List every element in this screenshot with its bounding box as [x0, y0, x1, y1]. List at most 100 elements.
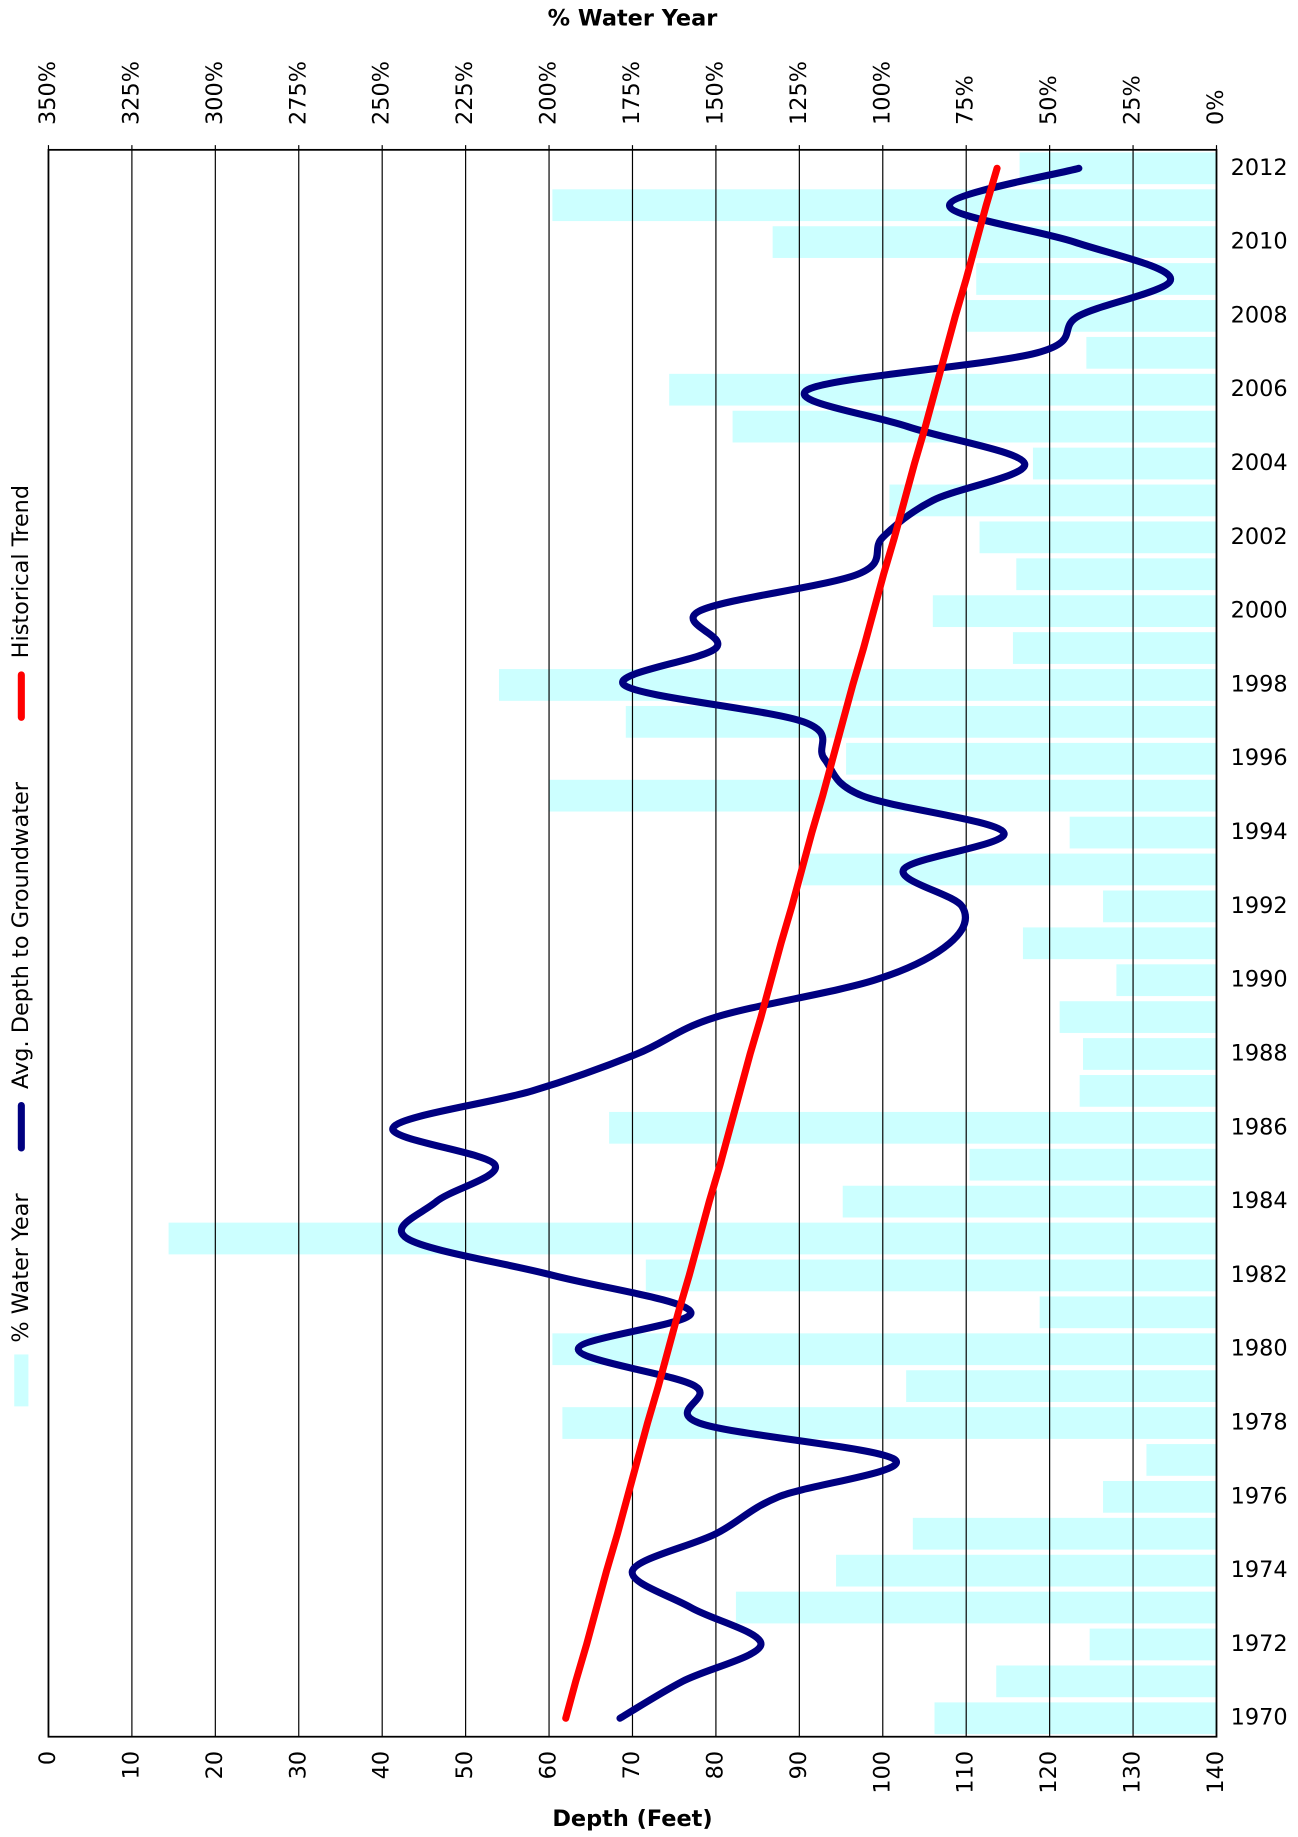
x2-tick-label: 200% — [536, 61, 562, 125]
x2-tick-label: 125% — [786, 61, 812, 125]
y-tick-label: 1998 — [1231, 671, 1288, 697]
x-tick-label: 70 — [619, 1751, 645, 1780]
x-tick-label: 100 — [869, 1751, 895, 1794]
bar — [625, 705, 1217, 738]
x2-tick-label: 225% — [452, 61, 478, 125]
x2-tick-label: 350% — [35, 61, 61, 125]
legend-swatch — [14, 1354, 29, 1407]
bar — [552, 189, 1217, 222]
line-series — [389, 164, 1175, 1722]
bar — [1019, 152, 1217, 185]
x-tick-label: 40 — [369, 1751, 395, 1780]
bar — [1083, 1038, 1217, 1070]
bar — [836, 1554, 1217, 1587]
x-tick-label: 90 — [786, 1751, 812, 1780]
x-tick-label: 50 — [452, 1751, 478, 1780]
bar — [1103, 1480, 1217, 1513]
y-tick-label: 1988 — [1231, 1040, 1288, 1066]
legend-label: Avg. Depth to Groundwater — [8, 781, 34, 1089]
bar — [934, 1702, 1217, 1735]
bar — [1103, 890, 1217, 923]
bar — [1116, 964, 1217, 997]
bar — [772, 226, 1217, 258]
y-tick-label: 1978 — [1231, 1410, 1288, 1436]
y-tick-label: 1984 — [1231, 1188, 1288, 1214]
bar — [1079, 1075, 1217, 1107]
x-tick-label: 120 — [1036, 1751, 1062, 1794]
bar — [932, 595, 1217, 628]
legend-label: % Water Year — [8, 1193, 34, 1343]
bar — [889, 484, 1217, 517]
x2-tick-label: 150% — [702, 61, 728, 125]
x2-tick-label: 325% — [118, 61, 144, 125]
y-tick-label: 1976 — [1231, 1483, 1288, 1509]
bar — [609, 1111, 1217, 1144]
y-tick-label: 1980 — [1231, 1336, 1288, 1362]
bar — [1012, 632, 1217, 664]
x-tick-label: 20 — [202, 1751, 228, 1780]
bar — [842, 1185, 1217, 1218]
x-tick-label: 130 — [1120, 1751, 1146, 1794]
bar — [1022, 927, 1217, 960]
x2-tick-label: 25% — [1120, 75, 1146, 125]
x2-tick-label: 250% — [369, 61, 395, 125]
bar — [846, 742, 1217, 775]
y-tick-label: 1986 — [1231, 1114, 1288, 1140]
bar — [969, 1148, 1217, 1181]
x-tick-label: 30 — [285, 1751, 311, 1780]
x-tick-label: 10 — [118, 1751, 144, 1780]
legend-label: Historical Trend — [8, 485, 34, 658]
bar — [1059, 1001, 1217, 1033]
x2-tick-label: 0% — [1203, 90, 1229, 126]
y-tick-label: 2010 — [1231, 229, 1288, 255]
y-tick-label: 1990 — [1231, 967, 1288, 993]
bar — [1089, 1628, 1217, 1661]
x2-tick-label: 50% — [1036, 75, 1062, 125]
x-tick-label: 110 — [953, 1751, 979, 1794]
bar — [979, 521, 1217, 554]
y-tick-label: 1970 — [1231, 1705, 1288, 1731]
y-tick-label: 1974 — [1231, 1557, 1288, 1583]
bar — [735, 1591, 1217, 1624]
bar — [645, 1259, 1217, 1292]
bar — [1146, 1444, 1217, 1476]
bar — [1069, 816, 1217, 849]
x-axis-title: Depth (Feet) — [552, 1806, 712, 1832]
bar — [906, 1370, 1217, 1402]
y-tick-label: 2012 — [1231, 155, 1288, 181]
bar-series — [168, 152, 1217, 1735]
x2-tick-label: 175% — [619, 61, 645, 125]
bar — [1032, 447, 1217, 480]
x-tick-label: 140 — [1203, 1751, 1229, 1794]
x2-axis-title: % Water Year — [548, 5, 718, 31]
x2-tick-label: 75% — [953, 75, 979, 125]
y-tick-label: 2006 — [1231, 376, 1288, 402]
bar — [976, 263, 1217, 295]
bar — [1086, 336, 1217, 369]
x2-tick-label: 275% — [285, 61, 311, 125]
bar — [996, 1665, 1217, 1698]
line — [389, 164, 1175, 1722]
bar — [1039, 1296, 1217, 1329]
bar — [912, 1517, 1217, 1550]
bar — [669, 373, 1217, 406]
bar — [966, 300, 1217, 332]
x-tick-label: 60 — [536, 1751, 562, 1780]
y-tick-label: 2008 — [1231, 302, 1288, 328]
x2-tick-label: 300% — [202, 61, 228, 125]
bar — [552, 1333, 1217, 1366]
bar — [562, 1407, 1217, 1439]
bar — [1016, 558, 1217, 591]
x-tick-label: 0 — [35, 1751, 61, 1765]
bar — [732, 410, 1217, 443]
x-tick-label: 80 — [702, 1751, 728, 1780]
plot-border — [47, 148, 1218, 1738]
y-tick-label: 2002 — [1231, 524, 1288, 550]
line — [562, 164, 1001, 1722]
y-tick-label: 2004 — [1231, 450, 1288, 476]
y-tick-label: 1996 — [1231, 745, 1288, 771]
x2-tick-label: 100% — [869, 61, 895, 125]
y-tick-label: 2000 — [1231, 598, 1288, 624]
bar — [168, 1222, 1217, 1255]
